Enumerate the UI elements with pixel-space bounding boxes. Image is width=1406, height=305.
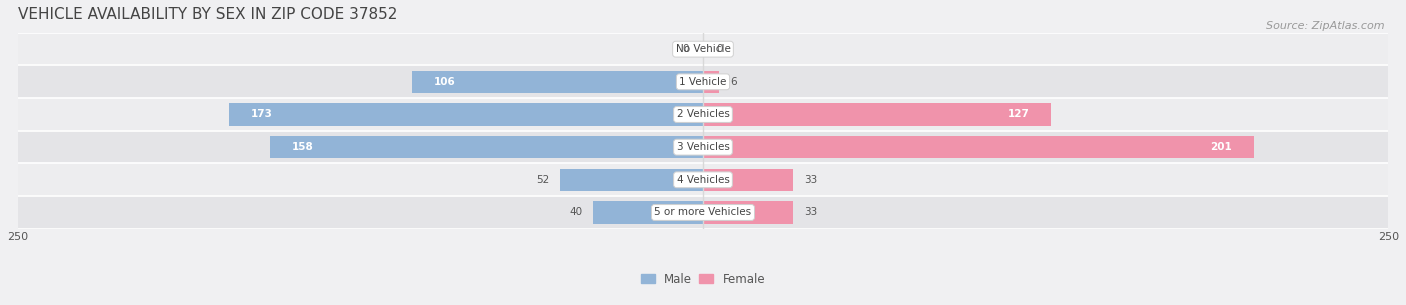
Bar xyxy=(17,98,1389,131)
Text: 2 Vehicles: 2 Vehicles xyxy=(676,109,730,120)
Text: 4 Vehicles: 4 Vehicles xyxy=(676,175,730,185)
Text: 33: 33 xyxy=(804,175,818,185)
Text: 173: 173 xyxy=(250,109,273,120)
Bar xyxy=(17,131,1389,163)
Bar xyxy=(703,136,1254,158)
Bar xyxy=(17,196,1389,229)
Text: 40: 40 xyxy=(569,207,582,217)
Bar xyxy=(17,66,1389,98)
Text: No Vehicle: No Vehicle xyxy=(675,44,731,54)
Text: VEHICLE AVAILABILITY BY SEX IN ZIP CODE 37852: VEHICLE AVAILABILITY BY SEX IN ZIP CODE … xyxy=(17,7,396,22)
Bar xyxy=(412,71,703,93)
Text: 158: 158 xyxy=(291,142,314,152)
Text: 1 Vehicle: 1 Vehicle xyxy=(679,77,727,87)
Bar xyxy=(17,33,1389,66)
Legend: Male, Female: Male, Female xyxy=(641,273,765,285)
Text: 33: 33 xyxy=(804,207,818,217)
Bar xyxy=(593,201,703,224)
Text: 5 or more Vehicles: 5 or more Vehicles xyxy=(654,207,752,217)
Bar xyxy=(703,71,720,93)
Text: 3 Vehicles: 3 Vehicles xyxy=(676,142,730,152)
Bar xyxy=(561,169,703,191)
Bar xyxy=(229,103,703,126)
Text: 201: 201 xyxy=(1211,142,1232,152)
Bar xyxy=(703,169,793,191)
Text: 52: 52 xyxy=(536,175,550,185)
Text: 6: 6 xyxy=(731,77,737,87)
Bar xyxy=(17,163,1389,196)
Text: Source: ZipAtlas.com: Source: ZipAtlas.com xyxy=(1267,21,1385,31)
Text: 0: 0 xyxy=(717,44,723,54)
Bar xyxy=(270,136,703,158)
Text: 0: 0 xyxy=(683,44,689,54)
Text: 106: 106 xyxy=(434,77,456,87)
Bar xyxy=(703,201,793,224)
Bar xyxy=(703,103,1052,126)
Text: 127: 127 xyxy=(1008,109,1029,120)
